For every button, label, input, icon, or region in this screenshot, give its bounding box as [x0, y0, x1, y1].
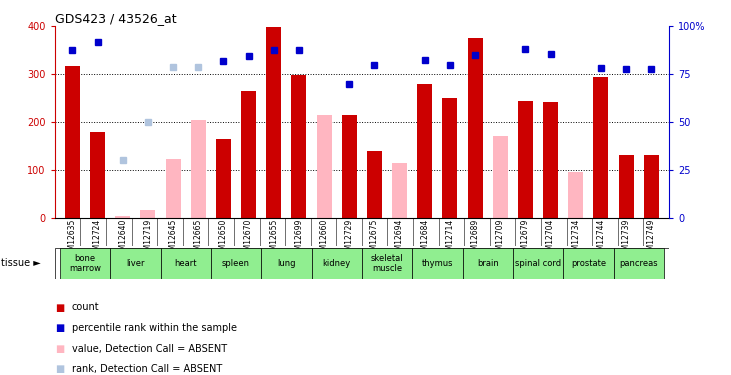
Bar [311, 248, 362, 279]
Bar [292, 75, 306, 217]
Bar [563, 248, 613, 279]
Bar [412, 248, 463, 279]
Text: brain: brain [477, 259, 499, 268]
Bar [392, 162, 407, 218]
Bar [463, 248, 513, 279]
Bar [211, 248, 261, 279]
Text: percentile rank within the sample: percentile rank within the sample [72, 323, 237, 333]
Bar [216, 139, 231, 218]
Text: spinal cord: spinal cord [515, 259, 561, 268]
Bar [568, 172, 583, 217]
Bar [594, 77, 608, 218]
Bar [110, 248, 161, 279]
Bar [417, 84, 432, 218]
Text: rank, Detection Call = ABSENT: rank, Detection Call = ABSENT [72, 364, 222, 374]
Text: ■: ■ [55, 344, 64, 354]
Bar [261, 248, 311, 279]
Bar [442, 99, 458, 218]
Bar [618, 155, 634, 218]
Text: skeletal
muscle: skeletal muscle [371, 254, 404, 273]
Bar [161, 248, 211, 279]
Bar [90, 132, 105, 218]
Text: ■: ■ [55, 303, 64, 312]
Text: prostate: prostate [571, 259, 606, 268]
Text: thymus: thymus [422, 259, 453, 268]
Text: spleen: spleen [222, 259, 250, 268]
Bar [140, 210, 156, 218]
Bar [613, 248, 664, 279]
Bar [362, 248, 412, 279]
Text: GDS423 / 43526_at: GDS423 / 43526_at [55, 12, 176, 25]
Text: ■: ■ [55, 323, 64, 333]
Bar [266, 27, 281, 218]
Bar [513, 248, 563, 279]
Bar [317, 115, 332, 218]
Text: heart: heart [175, 259, 197, 268]
Text: bone
marrow: bone marrow [69, 254, 101, 273]
Bar [543, 102, 558, 217]
Text: lung: lung [277, 259, 295, 268]
Bar [493, 136, 508, 218]
Bar [65, 66, 80, 218]
Bar [165, 159, 181, 218]
Bar [60, 248, 110, 279]
Text: liver: liver [126, 259, 145, 268]
Bar [367, 150, 382, 217]
Text: pancreas: pancreas [619, 259, 658, 268]
Text: kidney: kidney [322, 259, 351, 268]
Bar [191, 120, 206, 218]
Text: value, Detection Call = ABSENT: value, Detection Call = ABSENT [72, 344, 227, 354]
Text: ■: ■ [55, 364, 64, 374]
Bar [518, 101, 533, 217]
Text: tissue ►: tissue ► [1, 258, 40, 268]
Bar [468, 38, 482, 218]
Bar [115, 216, 130, 217]
Bar [341, 115, 357, 218]
Bar [644, 155, 659, 218]
Bar [241, 91, 256, 218]
Text: count: count [72, 303, 99, 312]
